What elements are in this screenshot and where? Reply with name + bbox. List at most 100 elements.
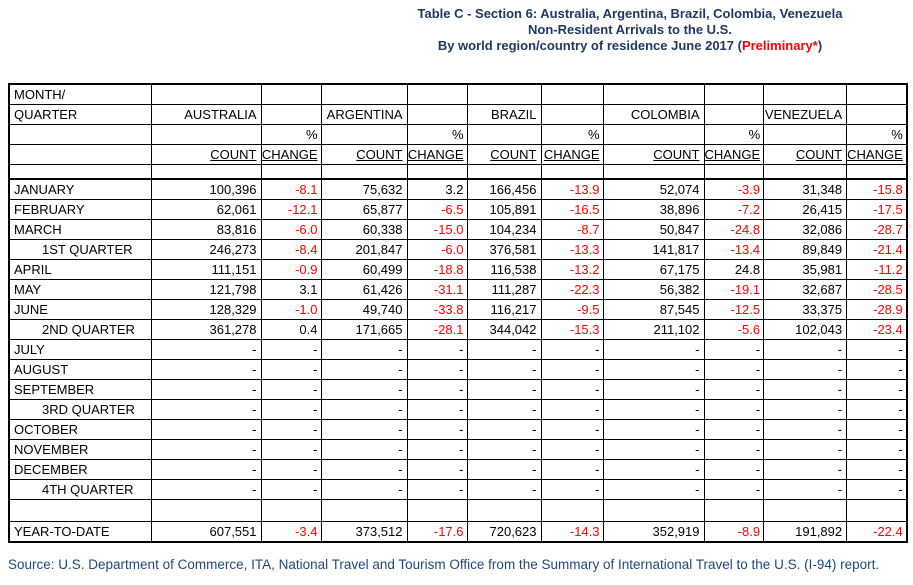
change-cell-venezuela: -28.7	[846, 218, 908, 240]
change-cell-brazil: -	[540, 478, 604, 500]
table-row-november: NOVEMBER - - - - - - - - - -	[8, 438, 908, 460]
empty-header-cell	[602, 123, 705, 145]
change-header-brazil: CHANGE	[540, 143, 604, 165]
count-cell-australia: -	[150, 438, 262, 460]
change-cell-colombia: -24.8	[703, 218, 765, 240]
change-cell-argentina: -31.1	[406, 278, 468, 300]
empty-cell	[466, 163, 542, 180]
count-cell-venezuela: 31,348	[763, 178, 848, 200]
count-cell-colombia: -	[602, 398, 705, 420]
count-cell-australia: -	[150, 358, 262, 380]
empty-cell	[602, 498, 705, 522]
percent-label-venezuela: %	[846, 123, 908, 145]
count-cell-venezuela: 32,687	[763, 278, 848, 300]
table-row-august: AUGUST - - - - - - - - - -	[8, 358, 908, 380]
empty-cell	[763, 163, 848, 180]
change-cell-argentina: -	[406, 438, 468, 460]
empty-cell	[602, 163, 705, 180]
table-row-january: JANUARY 100,396 -8.1 75,632 3.2 166,456 -13.9 5…	[8, 178, 908, 200]
count-cell-venezuela: -	[763, 378, 848, 400]
pre-total-spacer-row	[8, 498, 908, 522]
count-cell-venezuela: -	[763, 438, 848, 460]
row-label: OCTOBER	[8, 418, 152, 440]
empty-header-cell	[260, 103, 322, 125]
change-cell-venezuela: -17.5	[846, 198, 908, 220]
percent-label-argentina: %	[406, 123, 468, 145]
change-cell-argentina: -6.5	[406, 198, 468, 220]
table-row-july: JULY - - - - - - - - - -	[8, 338, 908, 360]
change-cell-argentina: -6.0	[406, 238, 468, 260]
change-cell-brazil: -22.3	[540, 278, 604, 300]
column-header-venezuela: VENEZUELA	[763, 103, 848, 125]
row-label: APRIL	[8, 258, 152, 280]
corner-label-quarter: QUARTER	[8, 103, 152, 125]
count-cell-venezuela: 33,375	[763, 298, 848, 320]
empty-cell	[406, 498, 468, 522]
change-header-venezuela: CHANGE	[846, 143, 908, 165]
count-cell-brazil: 376,581	[466, 238, 542, 260]
change-cell-australia: -6.0	[260, 218, 322, 240]
empty-header-cell	[150, 123, 262, 145]
count-cell-argentina: 61,426	[320, 278, 408, 300]
count-cell-australia: 121,798	[150, 278, 262, 300]
change-cell-venezuela: -	[846, 358, 908, 380]
change-cell-argentina: -	[406, 398, 468, 420]
change-cell-australia: -8.1	[260, 178, 322, 200]
row-label: 1ST QUARTER	[8, 238, 152, 260]
change-cell-brazil: -	[540, 378, 604, 400]
change-cell-australia: -	[260, 338, 322, 360]
change-cell-venezuela: -	[846, 478, 908, 500]
empty-cell	[703, 498, 765, 522]
count-cell-brazil: 720,623	[466, 520, 542, 543]
change-cell-brazil: -	[540, 398, 604, 420]
change-cell-brazil: -14.3	[540, 520, 604, 543]
change-header-colombia: CHANGE	[703, 143, 765, 165]
change-cell-venezuela: -	[846, 458, 908, 480]
table-row-march: MARCH 83,816 -6.0 60,338 -15.0 104,234 -8.7 50,…	[8, 218, 908, 240]
change-cell-venezuela: -	[846, 378, 908, 400]
count-cell-colombia: 50,847	[602, 218, 705, 240]
change-cell-colombia: -19.1	[703, 278, 765, 300]
preliminary-flag: Preliminary*	[741, 38, 818, 53]
change-cell-australia: -	[260, 458, 322, 480]
header-row-count-change: COUNT CHANGE COUNT CHANGE COUNT CHANGE COUNT CH…	[8, 143, 908, 165]
empty-header-cell	[466, 83, 542, 105]
percent-label-colombia: %	[703, 123, 765, 145]
change-cell-argentina: -17.6	[406, 520, 468, 543]
change-cell-australia: -	[260, 478, 322, 500]
column-header-australia: AUSTRALIA	[150, 103, 262, 125]
column-header-argentina: ARGENTINA	[320, 103, 408, 125]
count-cell-argentina: -	[320, 418, 408, 440]
empty-cell	[320, 498, 408, 522]
count-cell-colombia: 211,102	[602, 318, 705, 340]
change-cell-argentina: -	[406, 378, 468, 400]
count-cell-argentina: 201,847	[320, 238, 408, 260]
change-cell-venezuela: -	[846, 438, 908, 460]
count-cell-colombia: 352,919	[602, 520, 705, 543]
count-cell-brazil: -	[466, 478, 542, 500]
empty-header-cell	[703, 83, 765, 105]
count-cell-colombia: 87,545	[602, 298, 705, 320]
empty-cell	[763, 498, 848, 522]
empty-cell	[846, 163, 908, 180]
count-cell-brazil: 116,217	[466, 298, 542, 320]
count-cell-australia: 128,329	[150, 298, 262, 320]
change-cell-colombia: -	[703, 418, 765, 440]
table-row-3rd-quarter: 3RD QUARTER - - - - - - - - - -	[8, 398, 908, 420]
empty-header-cell	[320, 123, 408, 145]
empty-header-cell	[763, 123, 848, 145]
count-cell-brazil: 166,456	[466, 178, 542, 200]
count-cell-argentina: 60,499	[320, 258, 408, 280]
count-cell-colombia: 56,382	[602, 278, 705, 300]
table-row-december: DECEMBER - - - - - - - - - -	[8, 458, 908, 480]
empty-header-cell	[260, 83, 322, 105]
change-cell-venezuela: -	[846, 418, 908, 440]
table-row-october: OCTOBER - - - - - - - - - -	[8, 418, 908, 440]
arrivals-table: MONTH/QUARTER AUSTRALIA ARGENTINA BRAZIL COL…	[8, 83, 908, 543]
count-cell-argentina: 65,877	[320, 198, 408, 220]
table-row-april: APRIL 111,151 -0.9 60,499 -18.8 116,538 -13.2 6…	[8, 258, 908, 280]
empty-cell	[260, 163, 322, 180]
count-cell-brazil: 105,891	[466, 198, 542, 220]
count-cell-argentina: -	[320, 358, 408, 380]
change-cell-argentina: -15.0	[406, 218, 468, 240]
